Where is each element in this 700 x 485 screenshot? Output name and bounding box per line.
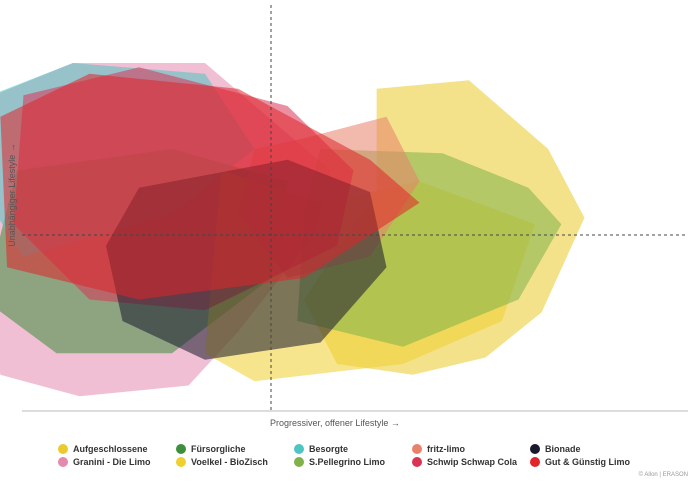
legend: Aufgeschlossene Fürsorgliche Besorgte fritz… <box>58 444 658 467</box>
legend-item: S.Pellegrino Limo <box>294 457 412 467</box>
legend-label: Bionade <box>545 444 581 454</box>
legend-item: Schwip Schwap Cola <box>412 457 530 467</box>
legend-label: S.Pellegrino Limo <box>309 457 386 467</box>
legend-label: Besorgte <box>309 444 349 454</box>
legend-item: Aufgeschlossene <box>58 444 176 454</box>
legend-label: Voelkel - BioZisch <box>191 457 268 467</box>
legend-item: Bionade <box>530 444 648 454</box>
legend-swatch-icon <box>412 444 422 454</box>
legend-item: Voelkel - BioZisch <box>176 457 294 467</box>
legend-swatch-icon <box>412 457 422 467</box>
legend-swatch-icon <box>294 444 304 454</box>
legend-label: Gut & Günstig Limo <box>545 457 630 467</box>
legend-swatch-icon <box>530 444 540 454</box>
y-axis-label: Unabhängiger Lifestyle → <box>7 143 17 247</box>
legend-swatch-icon <box>176 457 186 467</box>
legend-item: Gut & Günstig Limo <box>530 457 648 467</box>
legend-label: Fürsorgliche <box>191 444 246 454</box>
legend-label: Granini - Die Limo <box>73 457 151 467</box>
legend-swatch-icon <box>176 444 186 454</box>
chart-areas <box>0 63 585 397</box>
legend-swatch-icon <box>294 457 304 467</box>
legend-item: Besorgte <box>294 444 412 454</box>
legend-swatch-icon <box>58 444 68 454</box>
credit-text: © Allon | ERASON <box>638 472 688 478</box>
legend-label: Schwip Schwap Cola <box>427 457 518 467</box>
legend-swatch-icon <box>530 457 540 467</box>
chart-canvas <box>0 5 688 412</box>
legend-item: Fürsorgliche <box>176 444 294 454</box>
legend-swatch-icon <box>58 457 68 467</box>
x-axis-label: Progressiver, offener Lifestyle → <box>270 418 400 428</box>
legend-label: fritz-limo <box>427 444 465 454</box>
legend-item: Granini - Die Limo <box>58 457 176 467</box>
legend-label: Aufgeschlossene <box>73 444 148 454</box>
area-9 <box>0 73 420 300</box>
legend-item: fritz-limo <box>412 444 530 454</box>
